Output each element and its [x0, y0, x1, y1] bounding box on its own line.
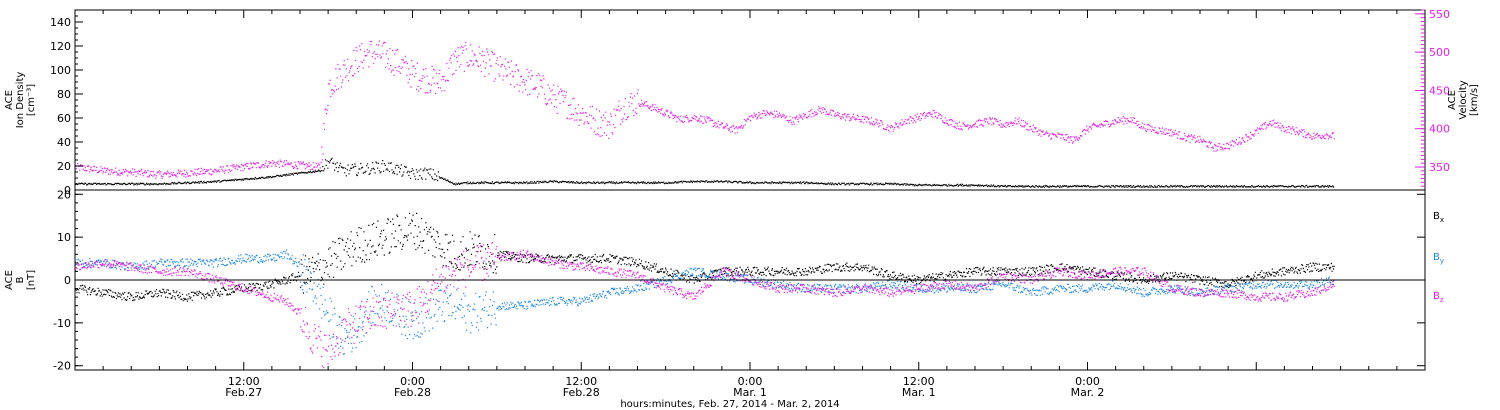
- density-axis-title: [cm⁻³]: [26, 84, 37, 116]
- x-tick-date-label: Mar. 1: [733, 386, 767, 399]
- b-tick-label: 10: [57, 231, 71, 244]
- b-axis-title: B: [15, 276, 26, 283]
- density-series: [75, 157, 1335, 188]
- b-tick-label: 20: [57, 188, 71, 201]
- density-tick-label: 100: [50, 64, 71, 77]
- legend-bx: Bx: [1433, 211, 1444, 224]
- velocity-tick-label: 500: [1429, 46, 1450, 59]
- density-tick-label: 80: [57, 88, 71, 101]
- legend-by: By: [1433, 252, 1444, 265]
- density-tick-label: 120: [50, 40, 71, 53]
- velocity-axis-title: [km/s]: [1469, 84, 1480, 116]
- legend-bz: Bz: [1433, 291, 1444, 304]
- velocity-tick-label: 550: [1429, 8, 1450, 21]
- velocity-axis-title: ACE: [1447, 90, 1458, 110]
- density-tick-label: 40: [57, 136, 71, 149]
- x-tick-date-label: Mar. 2: [1071, 386, 1105, 399]
- x-tick-label: 0:00: [400, 375, 425, 388]
- density-tick-label: 0: [64, 184, 71, 197]
- density-axis-title: Ion Density: [15, 72, 26, 129]
- x-tick-label: 12:00: [228, 375, 260, 388]
- x-tick-label: 0:00: [1075, 375, 1100, 388]
- x-tick-label: 0:00: [738, 375, 763, 388]
- velocity-tick-label: 400: [1429, 123, 1450, 136]
- b-tick-label: 0: [64, 274, 71, 287]
- x-tick-date-label: Feb.28: [563, 386, 600, 399]
- x-axis: 12:00Feb.270:00Feb.2812:00Feb.280:00Mar.…: [74, 10, 1426, 399]
- x-tick-label: 12:00: [903, 375, 935, 388]
- bz-series: [75, 241, 1335, 369]
- x-tick-date-label: Feb.27: [225, 386, 262, 399]
- x-tick-date-label: Mar. 1: [902, 386, 936, 399]
- x-axis-title: hours:minutes, Feb. 27, 2014 - Mar. 2, 2…: [620, 399, 839, 410]
- b-tick-label: -20: [53, 360, 71, 373]
- x-tick-date-label: Feb.28: [394, 386, 431, 399]
- b-axis-title: [nT]: [26, 270, 37, 290]
- b-tick-label: -10: [53, 317, 71, 330]
- by-series: [75, 249, 1335, 355]
- x-tick-label: 12:00: [565, 375, 597, 388]
- density-tick-label: 20: [57, 160, 71, 173]
- density-tick-label: 60: [57, 112, 71, 125]
- velocity-tick-label: 450: [1429, 84, 1450, 97]
- velocity-tick-label: 350: [1429, 161, 1450, 174]
- density-axis-title: ACE: [4, 90, 15, 110]
- velocity-axis-title: Velocity: [1458, 80, 1469, 119]
- bottom-panel: -20 -10 0 10 20 ACE B [nT] Bx By Bz: [4, 188, 1444, 372]
- b-axis-title: ACE: [4, 270, 15, 290]
- velocity-series: [75, 40, 1335, 179]
- density-tick-label: 140: [50, 16, 71, 29]
